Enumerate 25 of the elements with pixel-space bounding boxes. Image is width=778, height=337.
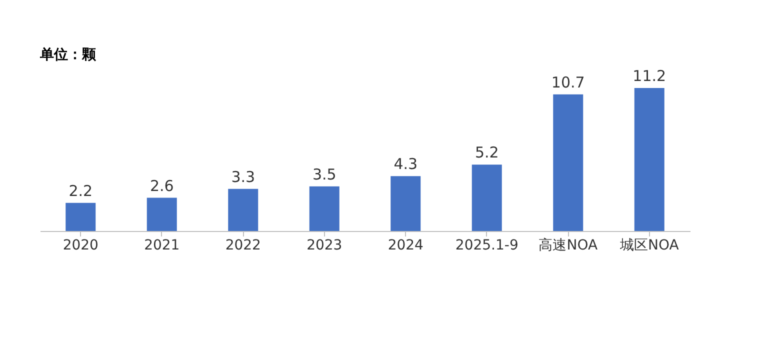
bar <box>553 94 584 231</box>
data-label: 4.3 <box>394 155 418 174</box>
data-label: 2.6 <box>150 176 174 195</box>
data-label: 2.2 <box>68 182 93 200</box>
data-label: 3.3 <box>231 168 256 186</box>
data-label: 11.2 <box>632 67 666 85</box>
x-tick-label: 高速NOA <box>538 238 598 254</box>
bar <box>146 198 177 231</box>
x-tick-label: 2022 <box>225 238 261 254</box>
bar <box>309 186 340 231</box>
bar <box>472 164 502 231</box>
x-tick-label: 2024 <box>388 238 424 254</box>
text: 单位：颗 <box>39 47 97 63</box>
data-label: 10.7 <box>551 73 585 92</box>
x-tick-label: 城区NOA <box>618 238 680 254</box>
data-label: 5.2 <box>474 144 499 162</box>
x-tick-label: 2021 <box>144 238 180 254</box>
x-tick-label: 2025.1-9 <box>455 238 518 254</box>
bar <box>228 188 258 231</box>
bar <box>66 202 96 231</box>
x-tick-label: 2020 <box>62 238 98 254</box>
x-tick-label: 2023 <box>306 238 342 254</box>
data-label: 3.5 <box>312 165 336 184</box>
bar <box>634 88 664 231</box>
bar <box>390 176 421 231</box>
